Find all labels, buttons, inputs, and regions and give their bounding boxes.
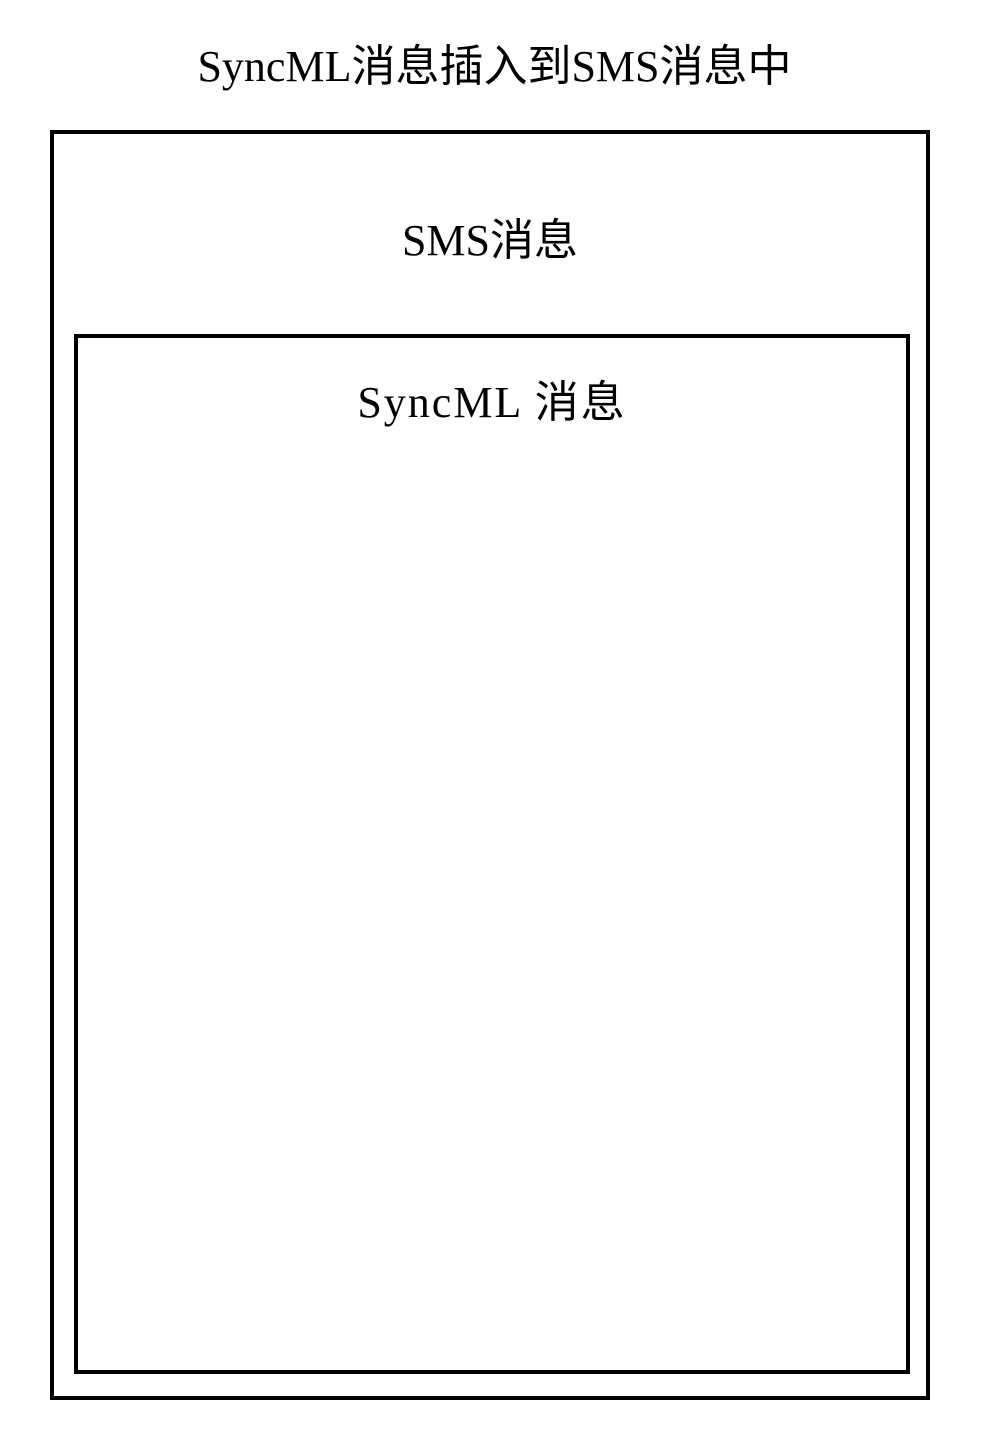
- inner-container-box: SyncML 消息: [74, 334, 910, 1374]
- outer-box-label: SMS消息: [54, 204, 926, 268]
- inner-box-label: SyncML 消息: [78, 366, 906, 430]
- outer-container-box: SMS消息 SyncML 消息: [50, 130, 930, 1400]
- diagram-title: SyncML消息插入到SMS消息中: [0, 30, 989, 94]
